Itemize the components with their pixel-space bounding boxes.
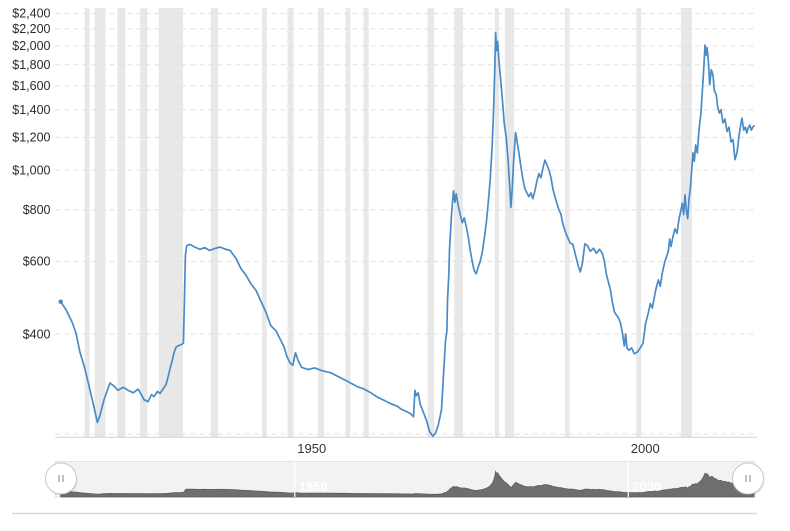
navigator-area-series <box>60 470 755 498</box>
navigator-left-handle[interactable] <box>45 462 78 496</box>
y-axis-tick-label: $2,400 <box>12 7 50 21</box>
recession-band <box>564 8 570 437</box>
recession-band <box>94 8 106 437</box>
plot-hover-area[interactable] <box>56 8 758 437</box>
handle-circle[interactable] <box>732 462 764 495</box>
navigator-tick-labels: 1950 2000 <box>294 461 661 497</box>
navigator-tick-label: 2000 <box>632 479 661 494</box>
recession-band <box>210 8 219 437</box>
y-axis-tick-label: $2,200 <box>12 22 50 36</box>
recession-band <box>680 8 692 437</box>
y-axis-tick-label: $600 <box>23 255 51 269</box>
recession-band <box>140 8 148 437</box>
x-axis-labels: 1950 2000 <box>297 441 659 456</box>
recession-band <box>84 8 90 437</box>
navigator-tick-label: 1950 <box>299 479 328 494</box>
handle-circle[interactable] <box>45 462 77 495</box>
x-axis-tick-label: 2000 <box>631 441 660 456</box>
recession-band <box>504 8 515 437</box>
y-axis-tick-label: $1,800 <box>12 58 50 72</box>
navigator-right-handle[interactable] <box>732 462 765 496</box>
recession-band <box>363 8 369 437</box>
recession-bands <box>84 8 692 437</box>
navigator-track[interactable] <box>55 461 756 498</box>
recession-band <box>262 8 267 437</box>
x-axis-tick-label: 1950 <box>297 441 326 456</box>
recession-band <box>454 8 463 437</box>
y-axis-tick-label: $1,000 <box>12 163 50 177</box>
y-axis-tick-label: $800 <box>23 203 51 217</box>
recession-band <box>345 8 351 437</box>
y-axis-tick-label: $1,400 <box>12 103 50 117</box>
y-axis-tick-label: $400 <box>23 327 51 341</box>
recession-band <box>318 8 325 437</box>
y-axis-labels: $2,400$2,200 $2,000 $1,800 $1,600 $1,400 $1,2… <box>12 7 50 342</box>
recession-band <box>427 8 435 437</box>
line-start-marker <box>58 299 63 304</box>
gold-price-line <box>59 31 755 438</box>
recession-band <box>636 8 641 437</box>
y-axis-tick-label: $1,600 <box>12 79 50 93</box>
y-axis-tick-label: $2,000 <box>12 39 50 53</box>
recession-band <box>287 8 294 437</box>
y-axis-tick-label: $1,200 <box>12 131 50 145</box>
navigator[interactable]: 1950 2000 <box>45 461 765 498</box>
recession-band <box>494 8 499 437</box>
recession-band <box>117 8 126 437</box>
